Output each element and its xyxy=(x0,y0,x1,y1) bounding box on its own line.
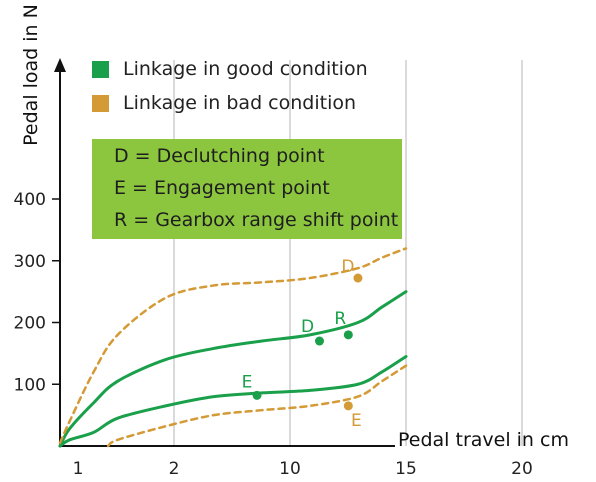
chart-series xyxy=(58,247,408,448)
series-line-good xyxy=(58,354,408,448)
y-axis-arrow xyxy=(54,58,66,72)
marker-point xyxy=(353,273,363,283)
y-tick-label: 300 xyxy=(14,252,46,272)
series-line-bad xyxy=(58,247,408,445)
x-axis-title: Pedal travel in cm xyxy=(398,429,569,451)
y-tick-label: 400 xyxy=(14,190,46,210)
definition-engagement: E = Engagement point xyxy=(114,177,330,199)
definitions-box: D = Declutching point E = Engagement poi… xyxy=(92,139,402,239)
y-tick-label: 200 xyxy=(14,314,46,334)
x-tick-label: 10 xyxy=(279,459,301,479)
marker-label: R xyxy=(334,309,346,329)
legend-swatch-bad xyxy=(92,94,109,112)
chart-axes xyxy=(52,58,395,447)
definition-declutching: D = Declutching point xyxy=(114,145,325,167)
y-axis-title: Pedal load in N xyxy=(20,4,42,146)
chart-labels: 100 200 300 400 1 2 10 15 20 Pedal travel in cm Pe… xyxy=(14,4,569,479)
marker-label: E xyxy=(242,372,253,392)
marker-point xyxy=(343,401,353,411)
marker-label: E xyxy=(351,411,362,431)
legend-label-bad: Linkage in bad condition xyxy=(123,92,357,114)
marker-label: D xyxy=(341,257,354,277)
y-tick-label: 100 xyxy=(14,375,46,395)
x-tick-label: 15 xyxy=(395,459,417,479)
chart-grid xyxy=(173,60,523,446)
legend-item-bad: Linkage in bad condition xyxy=(92,92,356,114)
marker-point xyxy=(252,390,262,400)
x-tick-label: 2 xyxy=(169,459,180,479)
marker-point xyxy=(315,336,324,346)
legend-item-good: Linkage in good condition xyxy=(92,58,368,80)
definition-range-shift: R = Gearbox range shift point xyxy=(114,209,399,231)
legend-swatch-good xyxy=(92,60,109,78)
marker-label: D xyxy=(301,317,314,337)
marker-point xyxy=(343,330,353,340)
series-line-bad xyxy=(106,364,408,448)
x-tick-label: 1 xyxy=(73,459,84,479)
legend-label-good: Linkage in good condition xyxy=(123,58,368,80)
x-tick-label: 20 xyxy=(511,459,533,479)
chart-markers xyxy=(252,273,363,411)
series-line-good xyxy=(58,290,408,448)
